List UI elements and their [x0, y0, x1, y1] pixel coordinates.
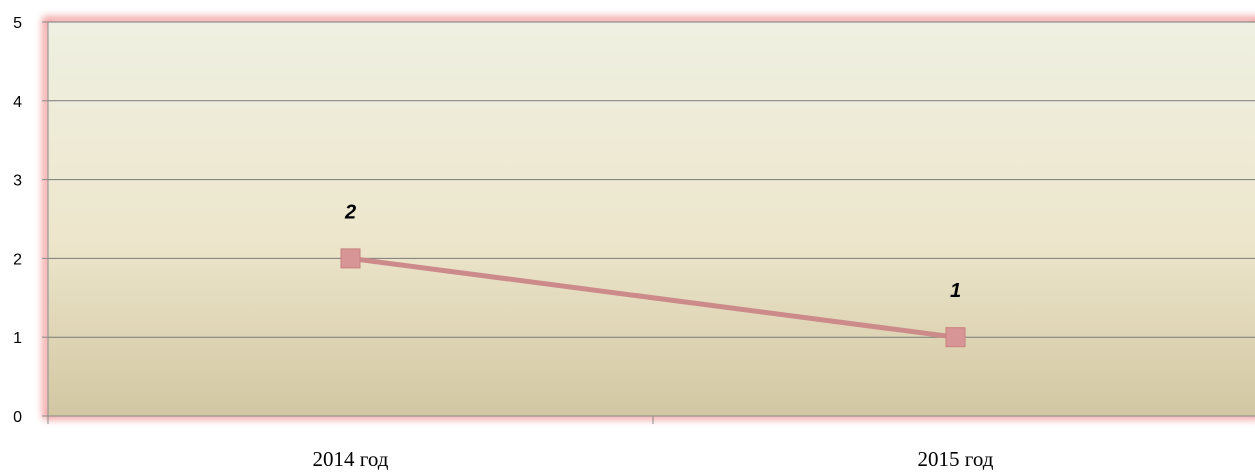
y-tick-label: 4 [13, 94, 22, 111]
data-point-marker [946, 328, 965, 347]
data-point-marker [341, 249, 360, 268]
plot-area-background [48, 22, 1255, 416]
y-tick-label: 1 [13, 330, 22, 347]
x-axis-category-labels: 2014 год 2015 год [313, 447, 994, 471]
data-label: 1 [950, 280, 961, 302]
y-tick-label: 3 [13, 173, 22, 190]
data-label: 2 [344, 201, 356, 223]
y-tick-label: 2 [13, 251, 22, 268]
y-tick-label: 5 [13, 15, 22, 32]
y-axis-tick-labels: 0 1 2 3 4 5 [13, 15, 22, 426]
plot-area [46, 20, 1255, 416]
y-tick-label: 0 [13, 409, 22, 426]
x-category-label: 2015 год [918, 447, 994, 471]
x-category-label: 2014 год [313, 447, 389, 471]
